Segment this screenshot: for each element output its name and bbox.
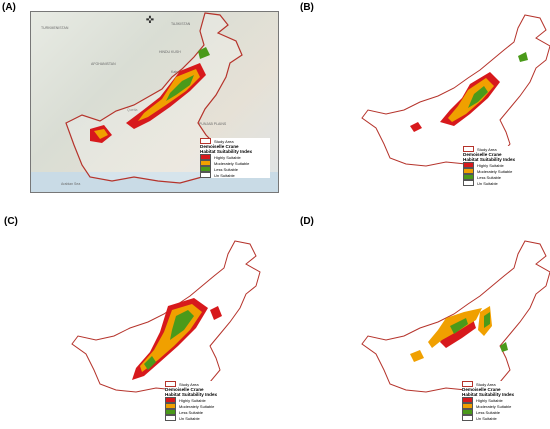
study-area-swatch — [200, 138, 211, 144]
moderately-swatch — [165, 403, 176, 409]
legend-title: Demoiselle Crane — [200, 144, 239, 149]
un-swatch — [200, 172, 211, 178]
legend-highly: Highly Suitable — [476, 397, 503, 403]
less-suitable-zone — [518, 52, 528, 62]
less-suitable-zone — [468, 86, 488, 108]
highly-swatch — [462, 397, 473, 403]
legend-less: Less Suitable — [476, 409, 501, 415]
highly-suitable-zone — [210, 306, 222, 320]
north-arrow-icon: ✜ — [145, 15, 155, 26]
less-suitable-zone — [500, 342, 508, 352]
less-suitable-zone — [198, 47, 210, 59]
place-label: PUNJAB PLAINS — [199, 122, 227, 126]
un-swatch — [462, 415, 473, 421]
less-swatch — [462, 409, 473, 415]
panel-a-map — [65, 12, 243, 184]
panel-b-label: (B) — [300, 2, 314, 13]
study-area-swatch — [165, 381, 176, 387]
less-swatch — [200, 166, 211, 172]
panel-b-map — [361, 14, 550, 167]
panel-c-label: (C) — [4, 216, 18, 227]
legend-title: Habitat Suitability Index — [165, 392, 218, 397]
legend-title: Habitat Suitability Index — [463, 157, 516, 162]
legend-title: Habitat Suitability Index — [200, 149, 253, 154]
less-swatch — [165, 409, 176, 415]
legend-title: Demoiselle Crane — [462, 387, 501, 392]
legend-un: Un Suitable — [476, 415, 497, 421]
less-suitable-zone — [484, 312, 490, 328]
legend-highly: Highly Suitable — [179, 397, 206, 403]
legend-un: Un Suitable — [179, 415, 200, 421]
legend-moderately: Moderately Suitable — [179, 403, 215, 409]
place-label: Quetta — [127, 108, 138, 112]
legend-un: Un Suitable — [214, 172, 235, 178]
less-suitable-zone — [170, 310, 194, 340]
legend-less: Less Suitable — [477, 174, 502, 180]
study-area-outline — [65, 12, 243, 184]
legend-study-area: Study Area — [179, 381, 199, 387]
panel-c-map — [71, 240, 261, 393]
place-label: AFGHANISTAN — [91, 62, 116, 66]
legend-un: Un Suitable — [477, 180, 498, 186]
highly-swatch — [165, 397, 176, 403]
highly-suitable-zone — [410, 122, 422, 132]
place-label: TAJIKISTAN — [171, 22, 191, 26]
panel-d-legend: Study Area Demoiselle Crane Habitat Suit… — [462, 381, 546, 421]
legend-title: Demoiselle Crane — [165, 387, 204, 392]
legend-title: Demoiselle Crane — [463, 152, 502, 157]
less-suitable-zone — [144, 356, 156, 370]
legend-moderately: Moderately Suitable — [214, 160, 250, 166]
legend-highly: Highly Suitable — [214, 154, 241, 160]
panel-c-legend: Study Area Demoiselle Crane Habitat Suit… — [165, 381, 245, 421]
panel-b-legend: Study Area Demoiselle Crane Habitat Suit… — [463, 146, 543, 186]
study-area-outline — [361, 14, 550, 167]
legend-moderately: Moderately Suitable — [477, 168, 513, 174]
place-label: TURKMENISTAN — [41, 26, 69, 30]
legend-moderately: Moderately Suitable — [476, 403, 512, 409]
panel-d-label: (D) — [300, 216, 314, 227]
legend-highly: Highly Suitable — [477, 162, 504, 168]
less-swatch — [463, 174, 474, 180]
un-swatch — [165, 415, 176, 421]
highly-swatch — [463, 162, 474, 168]
study-area-swatch — [463, 146, 474, 152]
un-swatch — [463, 180, 474, 186]
moderately-suitable-zone — [94, 129, 108, 139]
place-label: Kabul — [171, 70, 180, 74]
panel-d-map — [361, 240, 550, 393]
moderately-swatch — [200, 160, 211, 166]
moderately-swatch — [463, 168, 474, 174]
legend-study-area: Study Area — [477, 146, 497, 152]
legend-study-area: Study Area — [476, 381, 496, 387]
legend-study-area: Study Area — [214, 138, 234, 144]
legend-less: Less Suitable — [214, 166, 239, 172]
moderately-suitable-zone — [410, 350, 424, 362]
moderately-swatch — [462, 403, 473, 409]
place-label: Arabian Sea — [61, 182, 81, 186]
study-area-swatch — [462, 381, 473, 387]
place-label: HINDU KUSH — [159, 50, 181, 54]
panel-a-label: (A) — [2, 2, 16, 13]
legend-less: Less Suitable — [179, 409, 204, 415]
highly-swatch — [200, 154, 211, 160]
less-suitable-zone — [450, 318, 468, 334]
less-suitable-zone — [166, 75, 194, 101]
panel-a-legend: Study Area Demoiselle Crane Habitat Suit… — [200, 138, 270, 178]
legend-title: Habitat Suitability Index — [462, 392, 515, 397]
